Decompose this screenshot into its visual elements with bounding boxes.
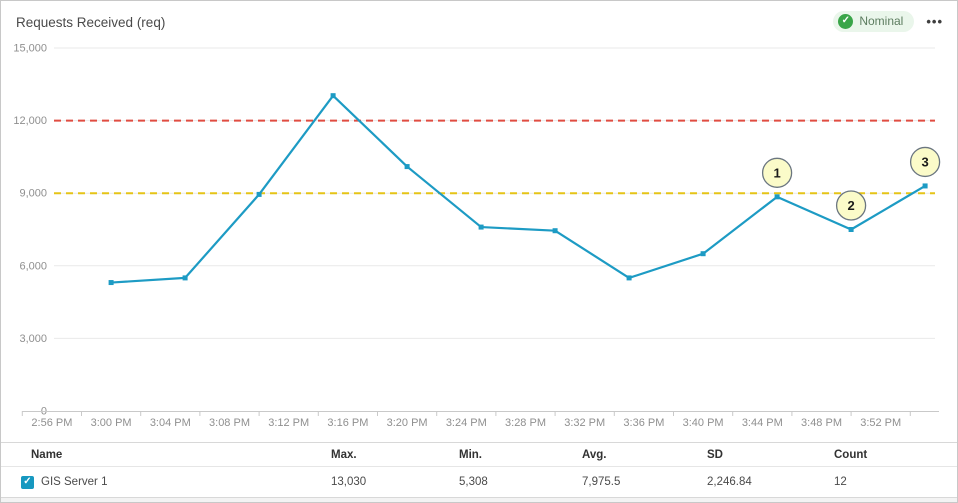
annotation-marker-2[interactable]: 2 <box>835 190 867 221</box>
stats-table: Name Max. Min. Avg. SD Count ✓ GIS Serve… <box>1 442 957 502</box>
x-axis-tick-label: 3:28 PM <box>505 417 546 429</box>
data-point-marker <box>552 228 558 234</box>
y-axis-tick-label: 3,000 <box>19 333 47 345</box>
table-header-row: Name Max. Min. Avg. SD Count <box>1 443 957 467</box>
series-line <box>111 94 926 284</box>
x-axis-tick-label: 3:32 PM <box>564 417 605 429</box>
cell-avg: 7,975.5 <box>582 476 621 488</box>
series-checkbox[interactable]: ✓ <box>21 475 34 489</box>
status-badge[interactable]: ✓ Nominal <box>833 10 915 32</box>
data-point-marker <box>774 194 780 200</box>
cell-min: 5,308 <box>459 476 488 488</box>
x-axis-tick-label: 3:12 PM <box>268 417 309 429</box>
x-axis-tick-label: 2:56 PM <box>31 417 72 429</box>
card-header: Requests Received (req) ✓ Nominal ••• <box>1 1 957 41</box>
data-point-marker <box>848 227 854 232</box>
column-header-max: Max. <box>331 448 357 461</box>
x-axis-tick-label: 3:16 PM <box>327 417 368 429</box>
y-axis-tick-label: 15,000 <box>13 43 47 55</box>
data-point-marker <box>404 164 410 170</box>
svg-text:3: 3 <box>921 154 928 169</box>
data-point-marker <box>922 183 928 189</box>
x-axis-tick-label: 3:40 PM <box>683 417 724 429</box>
x-axis-tick-label: 3:08 PM <box>209 417 250 429</box>
x-axis-tick-label: 3:04 PM <box>150 417 191 429</box>
y-axis-tick-label: 6,000 <box>19 260 47 272</box>
x-axis-tick-label: 3:24 PM <box>446 417 487 429</box>
data-point-marker <box>108 280 114 286</box>
annotation-marker-1[interactable]: 1 <box>761 157 793 188</box>
ellipsis-icon: ••• <box>926 13 943 29</box>
chart-title: Requests Received (req) <box>16 14 166 30</box>
cell-sd: 2,246.84 <box>707 476 752 488</box>
x-axis-tick-label: 3:48 PM <box>801 417 842 429</box>
cell-count: 12 <box>834 476 847 488</box>
series-name: GIS Server 1 <box>41 476 108 488</box>
column-header-avg: Avg. <box>582 448 607 461</box>
data-point-marker <box>626 275 632 281</box>
status-badge-label: Nominal <box>859 14 904 28</box>
x-axis-tick-label: 3:00 PM <box>91 417 132 429</box>
checkbox-check-icon: ✓ <box>23 476 32 487</box>
column-header-name: Name <box>31 448 63 461</box>
data-point-marker <box>182 275 188 281</box>
y-axis-tick-label: 9,000 <box>19 188 47 200</box>
column-header-sd: SD <box>707 448 723 461</box>
y-axis-tick-label: 12,000 <box>13 115 47 127</box>
header-actions: ✓ Nominal ••• <box>833 10 945 32</box>
column-header-count: Count <box>834 448 868 461</box>
svg-text:2: 2 <box>847 198 854 213</box>
data-point-marker <box>330 93 336 99</box>
annotation-marker-3[interactable]: 3 <box>909 146 941 178</box>
x-axis-tick-label: 3:52 PM <box>860 417 901 429</box>
overflow-menu-button[interactable]: ••• <box>924 12 945 31</box>
data-point-marker <box>478 224 484 230</box>
svg-text:1: 1 <box>773 165 780 180</box>
column-header-min: Min. <box>459 448 482 461</box>
data-point-marker <box>256 191 262 197</box>
x-axis-tick-label: 3:20 PM <box>387 417 428 429</box>
table-row: ✓ GIS Server 1 13,030 5,308 7,975.5 2,24… <box>1 467 957 498</box>
x-axis-tick-label: 3:36 PM <box>623 417 664 429</box>
status-check-icon: ✓ <box>838 13 854 29</box>
data-point-marker <box>700 251 706 257</box>
x-axis-tick-label: 3:44 PM <box>742 417 783 429</box>
cell-max: 13,030 <box>331 476 367 488</box>
